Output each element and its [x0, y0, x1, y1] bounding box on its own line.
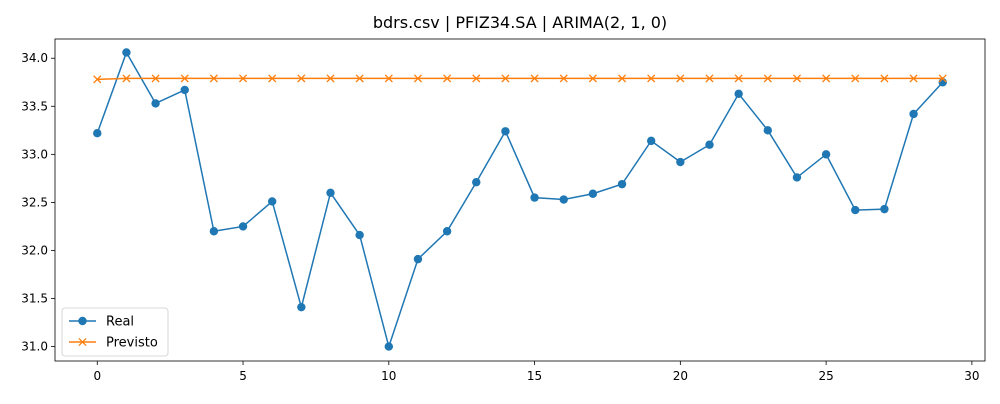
- x-tick-label-0: 0: [93, 369, 101, 383]
- x-tick-label-25: 25: [818, 369, 833, 383]
- data-point-real-9: [355, 230, 364, 240]
- data-point-previsto-27: [880, 74, 889, 83]
- legend-marker-real: [78, 316, 87, 326]
- data-point-previsto-9: [355, 74, 364, 83]
- data-point-previsto-21: [705, 74, 714, 83]
- data-point-real-4: [209, 227, 219, 236]
- data-point-previsto-12: [443, 74, 452, 83]
- data-point-previsto-13: [472, 74, 481, 83]
- data-point-real-26: [851, 205, 860, 215]
- series-line-previsto: [97, 77, 943, 81]
- legend-label-real: Real: [106, 315, 134, 330]
- data-point-previsto-22: [734, 74, 743, 83]
- data-point-real-6: [267, 197, 277, 206]
- data-point-real-22: [734, 89, 743, 98]
- x-tick-label-20: 20: [673, 369, 688, 383]
- data-point-previsto-3: [180, 74, 189, 83]
- data-point-previsto-0: [93, 75, 102, 84]
- data-point-previsto-2: [151, 74, 160, 83]
- data-point-real-23: [763, 126, 773, 135]
- data-point-real-16: [559, 195, 568, 204]
- y-tick-label-34: 34.0: [21, 51, 48, 65]
- data-point-previsto-17: [588, 74, 597, 83]
- y-tick-label-32.5: 32.5: [21, 195, 48, 209]
- data-point-previsto-8: [326, 74, 335, 83]
- data-point-real-24: [792, 173, 802, 182]
- data-point-real-20: [676, 157, 685, 167]
- data-point-real-1: [122, 48, 131, 57]
- data-point-real-15: [530, 193, 539, 202]
- data-point-previsto-11: [413, 74, 423, 83]
- data-point-previsto-20: [676, 74, 685, 83]
- y-tick-label-32: 32.0: [21, 243, 48, 257]
- data-point-previsto-10: [384, 74, 393, 83]
- data-point-real-0: [93, 128, 102, 138]
- data-point-previsto-4: [209, 74, 218, 83]
- data-point-real-13: [472, 178, 481, 187]
- series-line-real: [96, 50, 944, 350]
- data-point-real-10: [384, 342, 394, 351]
- data-point-previsto-19: [647, 74, 656, 83]
- data-point-previsto-15: [530, 74, 539, 83]
- data-point-real-25: [821, 150, 831, 159]
- data-point-real-12: [442, 227, 452, 236]
- data-point-real-7: [297, 302, 306, 312]
- x-tick-label-30: 30: [964, 369, 979, 383]
- data-point-previsto-24: [792, 74, 802, 83]
- data-point-real-28: [909, 109, 918, 119]
- x-tick-label-5: 5: [239, 369, 247, 383]
- legend-box: [61, 307, 169, 357]
- data-point-previsto-5: [238, 74, 248, 83]
- data-point-real-18: [617, 179, 627, 189]
- plot-area: [93, 48, 947, 351]
- data-point-real-11: [413, 254, 423, 264]
- data-point-real-27: [880, 204, 889, 214]
- data-point-previsto-1: [122, 74, 131, 83]
- axes: 0 5 10 15 20 25 30 31.0 31.5 32.0 32.5 33.0 33.5 34.0: [21, 38, 986, 383]
- data-point-previsto-26: [851, 74, 860, 83]
- data-point-previsto-25: [822, 74, 831, 83]
- data-point-previsto-28: [909, 74, 918, 83]
- data-point-real-3: [180, 85, 189, 95]
- data-point-previsto-7: [297, 74, 306, 83]
- legend-marker-previsto: [78, 337, 87, 347]
- legend: Real Previsto: [61, 307, 169, 357]
- y-tick-label-33: 33.0: [21, 147, 48, 161]
- data-point-real-5: [238, 222, 248, 231]
- y-tick-label-31: 31.0: [21, 340, 48, 354]
- data-point-real-14: [501, 127, 510, 136]
- x-tick-label-10: 10: [381, 369, 396, 383]
- legend-label-previsto: Previsto: [106, 336, 158, 351]
- data-point-previsto-23: [763, 74, 772, 83]
- data-point-real-2: [151, 99, 160, 108]
- data-point-previsto-18: [617, 74, 627, 83]
- data-point-previsto-16: [559, 74, 568, 83]
- data-point-real-17: [588, 189, 598, 198]
- data-point-real-21: [705, 140, 714, 149]
- x-tick-label-15: 15: [527, 369, 542, 383]
- plot-frame: [54, 38, 986, 362]
- data-point-real-19: [646, 136, 656, 146]
- y-tick-label-31.5: 31.5: [21, 292, 48, 306]
- data-point-real-8: [326, 188, 335, 197]
- data-point-previsto-6: [268, 74, 277, 83]
- y-tick-label-33.5: 33.5: [21, 99, 48, 113]
- data-point-previsto-14: [501, 74, 510, 83]
- data-point-previsto-29: [938, 74, 947, 83]
- chart-title: bdrs.csv | PFIZ34.SA | ARIMA(2, 1, 0): [373, 13, 667, 32]
